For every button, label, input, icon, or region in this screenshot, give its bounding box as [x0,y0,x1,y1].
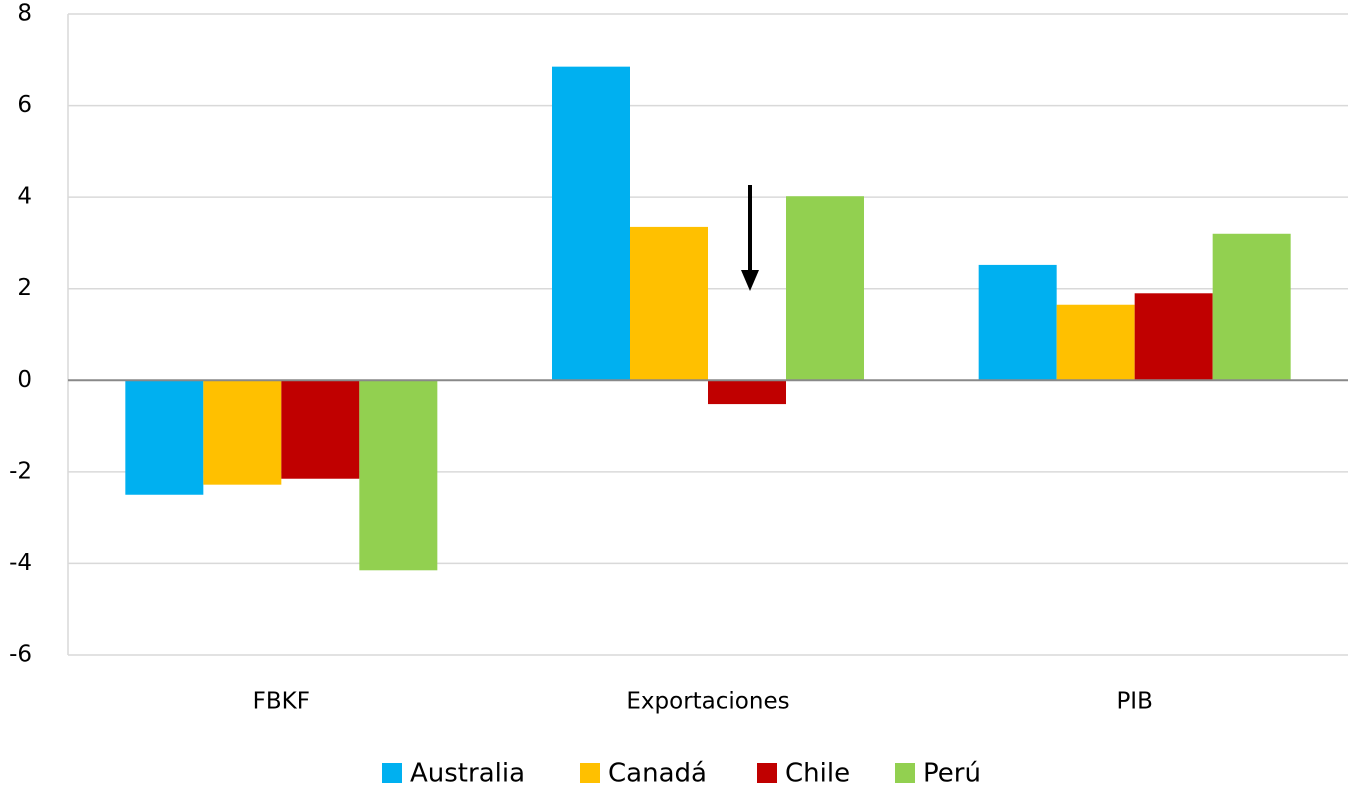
bar [786,196,864,381]
y-tick-label: 4 [17,184,32,210]
legend-label: Canadá [608,759,707,788]
y-tick-label: 2 [17,275,32,301]
bar [630,226,708,381]
bar [978,264,1057,381]
y-tick-label: -6 [9,642,32,668]
legend-swatch [382,763,402,783]
annotation-arrow [741,185,759,291]
x-tick-label: Exportaciones [626,689,789,715]
y-tick-label: 0 [17,367,32,393]
bar [359,380,438,571]
bar [281,380,360,479]
y-tick-label: -4 [9,550,32,576]
bar [203,380,282,485]
legend-swatch [580,763,600,783]
legend-label: Perú [923,759,981,788]
y-tick-label: -2 [9,458,32,484]
x-tick-label: PIB [1116,689,1152,715]
y-tick-label: 8 [17,1,32,27]
bar [1212,233,1291,381]
legend-label: Australia [410,759,525,788]
bar [1134,293,1213,381]
y-tick-label: 6 [17,92,32,118]
bar [708,380,786,405]
bar [125,380,204,495]
legend-label: Chile [785,759,850,788]
x-tick-label: FBKF [253,689,310,715]
legend-swatch [895,763,915,783]
bar [552,66,630,381]
bar [1056,304,1135,381]
legend-swatch [757,763,777,783]
